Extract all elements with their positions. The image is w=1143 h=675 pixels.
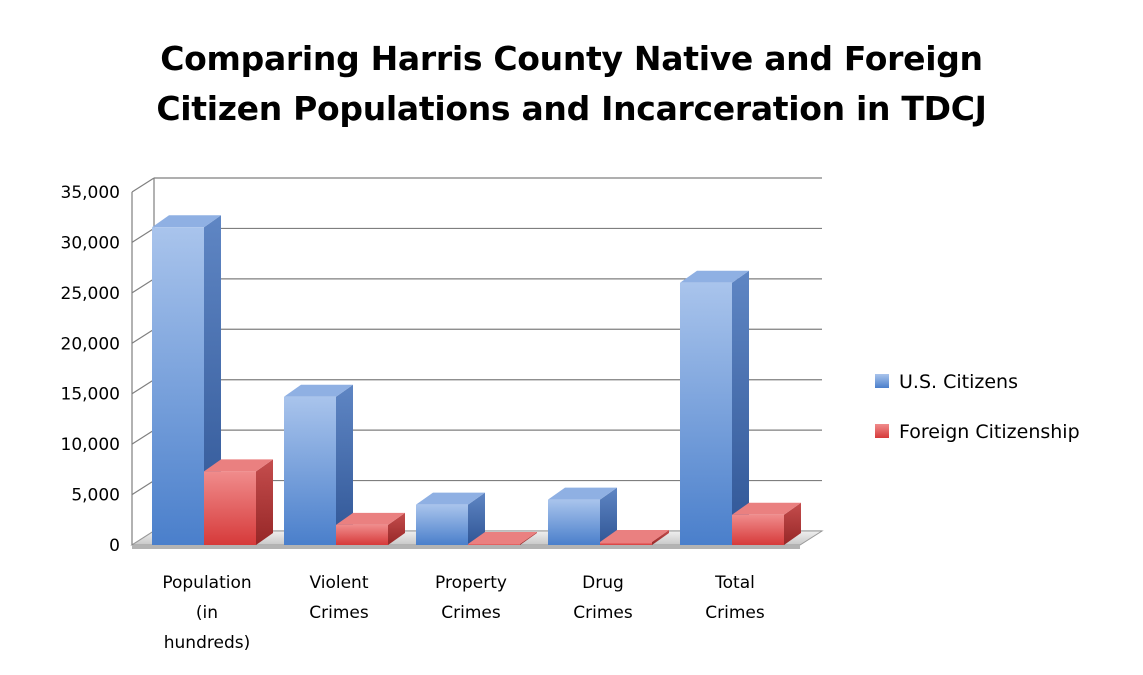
bar-front <box>284 396 336 545</box>
bar-side <box>652 529 669 545</box>
gridline-side <box>131 429 155 445</box>
bar-front <box>732 514 784 545</box>
x-tick-label: Property Crimes <box>435 573 507 623</box>
y-tick-label: 25,000 <box>61 284 120 304</box>
bar-front <box>152 227 204 546</box>
legend-label: Foreign Citizenship <box>899 421 1080 443</box>
x-tick-label-line: Crimes <box>573 603 633 623</box>
legend-swatch <box>875 424 889 438</box>
y-tick-label: 5,000 <box>71 486 120 506</box>
bar-us-0 <box>152 215 221 546</box>
legend: U.S. Citizens Foreign Citizenship <box>875 371 1080 443</box>
legend-item-foreign: Foreign Citizenship <box>875 421 1080 443</box>
bar-top <box>284 384 353 397</box>
bar-front <box>468 543 520 545</box>
bar-top <box>204 459 273 472</box>
x-tick-label: Total Crimes <box>705 573 765 623</box>
x-tick-label-line: hundreds) <box>164 633 250 653</box>
x-tick-label: Violent Crimes <box>309 573 369 623</box>
gridline-side <box>131 480 155 496</box>
bar-top <box>548 487 617 500</box>
chart-title: Comparing Harris County Native and Forei… <box>0 34 1143 134</box>
gridline-side <box>131 227 155 243</box>
chart-title-line-2: Citizen Populations and Incarceration in… <box>156 89 987 128</box>
y-tick-label: 15,000 <box>61 385 120 405</box>
x-axis-labels: Population (in hundreds)Violent CrimesPrope… <box>162 573 765 653</box>
bar-front <box>548 499 600 545</box>
y-tick-label: 35,000 <box>61 183 120 203</box>
bar-side <box>388 512 405 545</box>
bar-foreign-0 <box>204 459 273 545</box>
bar-us-4 <box>680 270 749 545</box>
y-tick-label: 10,000 <box>61 435 120 455</box>
x-tick-label-line: (in <box>196 603 218 623</box>
bar-foreign-4 <box>732 502 801 545</box>
bar-top <box>468 531 537 544</box>
bar-side <box>520 531 537 545</box>
legend-swatch <box>875 374 889 388</box>
bar-us-3 <box>548 487 617 545</box>
x-tick-label: Population (in hundreds) <box>162 573 251 653</box>
y-tick-label: 20,000 <box>61 334 120 354</box>
bar-top <box>336 512 405 525</box>
bar-side <box>732 270 749 545</box>
bar-top <box>600 529 669 542</box>
chart-floor-edge <box>132 545 800 549</box>
y-axis: 0 5,000 10,000 15,000 20,000 25,000 30,000 35,0… <box>61 178 155 556</box>
bar-foreign-3 <box>600 529 669 545</box>
gridline-side <box>131 177 155 193</box>
x-tick-label-line: Crimes <box>441 603 501 623</box>
bar-front <box>336 524 388 545</box>
x-tick-label-line: Population <box>162 573 251 593</box>
bar-front <box>204 471 256 545</box>
bar-side <box>784 502 801 545</box>
bar-side <box>468 492 485 545</box>
x-tick-label-line: Violent <box>309 573 368 593</box>
chart-title-line-1: Comparing Harris County Native and Forei… <box>160 39 983 78</box>
x-tick-label-line: Total <box>714 573 755 593</box>
bar-front <box>416 504 468 545</box>
y-tick-label: 30,000 <box>61 233 120 253</box>
y-tick-label: 0 <box>109 536 120 556</box>
bar-front <box>600 541 652 545</box>
bar-us-2 <box>416 492 485 545</box>
bar-front <box>680 282 732 545</box>
bar-top <box>152 215 221 228</box>
bars <box>152 215 801 546</box>
bar-top <box>680 270 749 283</box>
bar-side <box>256 459 273 545</box>
bar-top <box>416 492 485 505</box>
x-tick-label-line: Crimes <box>705 603 765 623</box>
bar-side <box>336 384 353 545</box>
bar-us-1 <box>284 384 353 545</box>
bar-foreign-2 <box>468 531 537 545</box>
x-tick-label: Drug Crimes <box>573 573 633 623</box>
gridline-side <box>131 328 155 344</box>
x-tick-label-line: Property <box>435 573 507 593</box>
legend-item-us: U.S. Citizens <box>875 371 1018 393</box>
x-tick-label-line: Drug <box>582 573 624 593</box>
legend-label: U.S. Citizens <box>899 371 1018 393</box>
x-tick-label-line: Crimes <box>309 603 369 623</box>
bar-foreign-1 <box>336 512 405 545</box>
bar-side <box>600 487 617 545</box>
gridline-side <box>131 278 155 294</box>
bar-top <box>732 502 801 515</box>
gridline-side <box>131 379 155 395</box>
